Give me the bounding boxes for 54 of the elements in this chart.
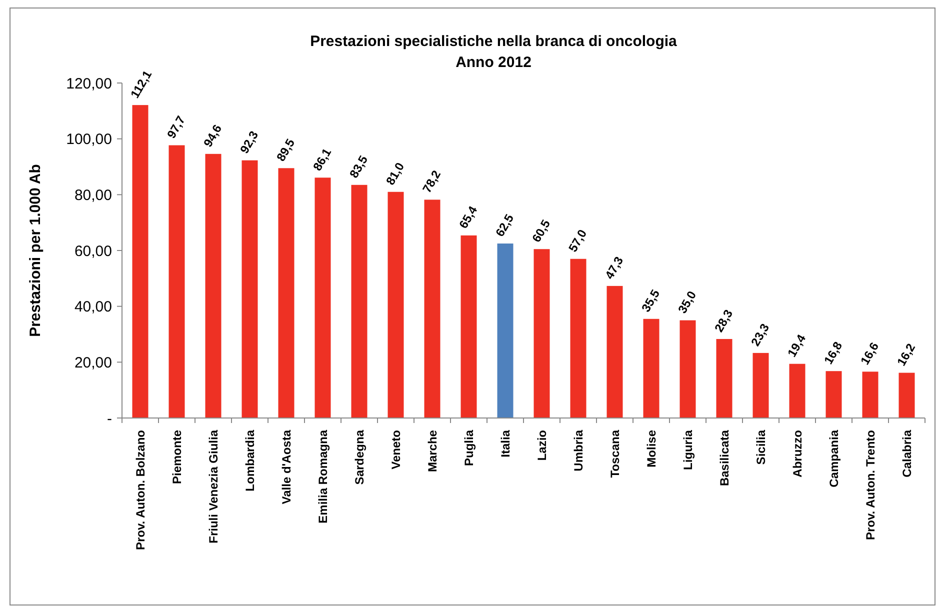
x-tick-label: Lazio [534,430,549,461]
bar [606,286,623,418]
bar [789,364,806,418]
bar [534,249,550,418]
bar [242,160,258,418]
bar [205,154,222,418]
bar [388,192,404,418]
y-tick-label: 60,00 [74,242,112,260]
x-tick-label: Calabria [900,430,914,478]
x-tick-label: Sicilia [754,430,768,465]
chart-title: Prestazioni specialistiche nella branca di oncologia [310,33,678,50]
x-tick-label: Lombardia [242,430,257,492]
chart-subtitle: Anno 2012 [456,54,532,71]
x-tick-label: Liguria [680,430,695,470]
x-tick-label: Abruzzo [790,430,804,478]
bar [424,200,440,418]
x-tick-label: Valle d'Aosta [279,430,294,504]
bar [168,145,185,418]
x-tick-label: Prov. Auton. Bolzano [133,430,148,550]
x-tick-label: Veneto [388,430,403,470]
y-tick-label: 120,00 [66,75,112,92]
bar [826,371,842,418]
bar [716,338,732,418]
x-tick-label: Friuli Venezia Giulia [206,430,220,544]
bar [570,258,586,418]
x-tick-label: Toscana [608,430,622,478]
x-tick-label: Prov. Auton. Trento [863,430,878,540]
y-tick-label: 80,00 [74,186,112,204]
y-tick-label: 40,00 [74,298,112,316]
y-tick-label: 20,00 [74,354,112,372]
y-axis-title: Prestazioni per 1.000 Ab [27,164,44,337]
bar [862,372,878,418]
x-tick-label: Molise [644,430,658,468]
bar [752,352,769,418]
y-tick-label: 100,00 [66,131,112,148]
bar [898,372,915,418]
bar [680,320,696,418]
y-tick-label: - [107,410,112,428]
x-tick-label: Umbria [571,430,586,472]
bar [351,184,368,418]
x-tick-label: Puglia [462,430,476,466]
bar [497,244,514,418]
bar [132,105,148,418]
bar [460,235,477,418]
x-tick-label: Campania [826,430,841,488]
x-tick-label: Basilicata [717,430,732,486]
bar [278,168,294,418]
x-tick-label: Italia [498,430,512,458]
x-tick-label: Sardegna [352,430,366,485]
x-tick-label: Marche [425,430,440,472]
x-tick-label: Piemonte [170,430,184,484]
bar [643,318,660,418]
bar [314,178,331,418]
x-tick-label: Emilia Romagna [316,430,330,524]
